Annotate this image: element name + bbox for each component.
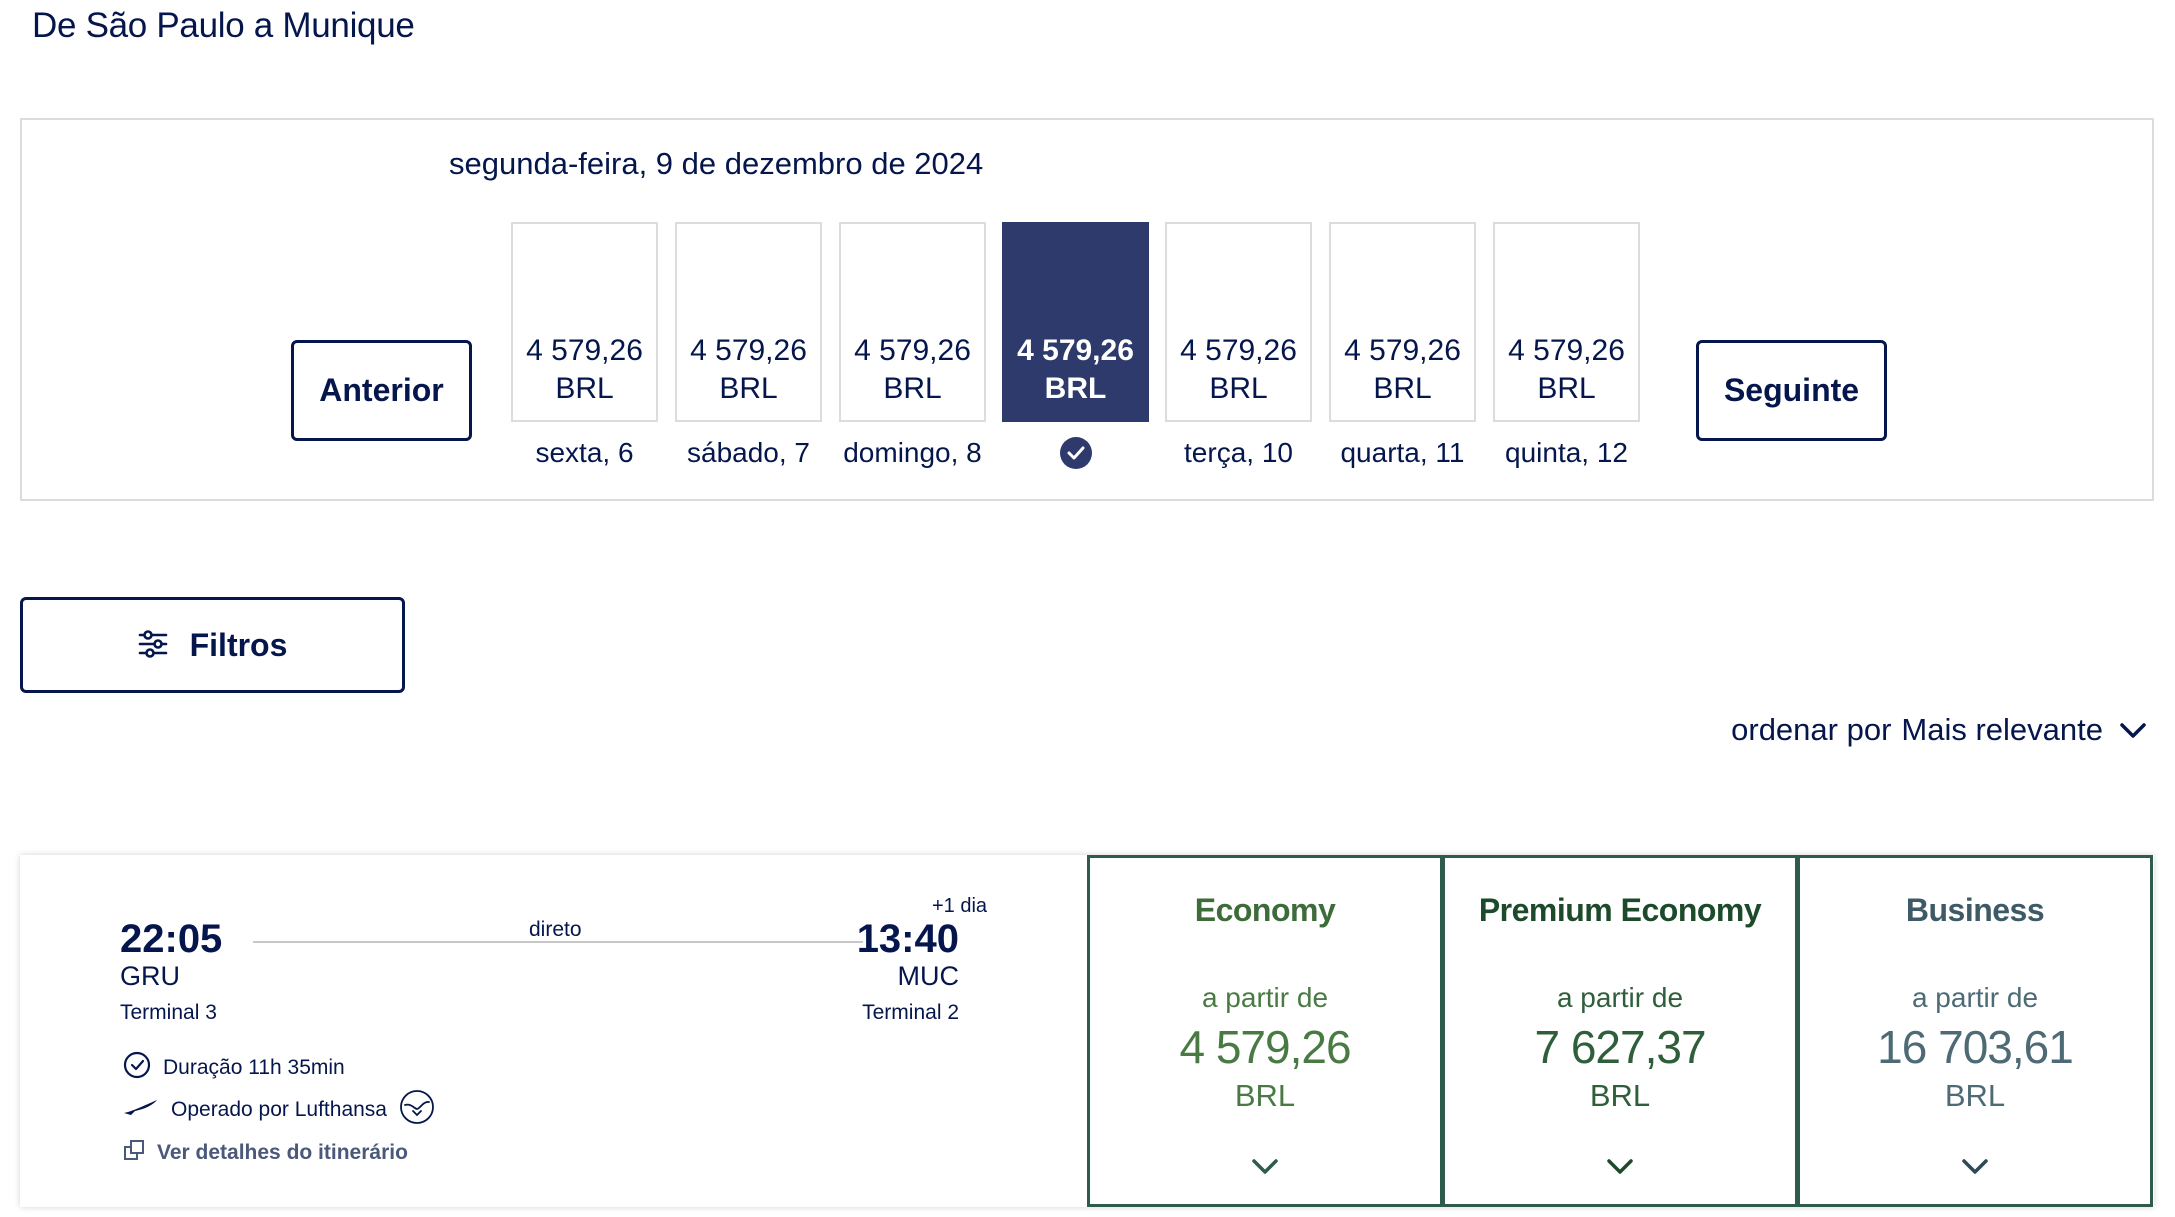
day-label: sexta, 6 [535, 437, 634, 468]
chevron-down-icon [1445, 1158, 1795, 1176]
fare-name: Premium Economy [1478, 892, 1762, 928]
day-price: 4 579,26 [1017, 334, 1134, 367]
departure-time: 22:05 [120, 917, 223, 961]
page-title: De São Paulo a Munique [32, 6, 415, 45]
day-option-thu-12[interactable]: 4 579,26 BRL quinta, 12 [1493, 222, 1640, 470]
day-option-sun-8[interactable]: 4 579,26 BRL domingo, 8 [839, 222, 986, 470]
fare-economy[interactable]: Economy a partir de 4 579,26 BRL [1087, 855, 1443, 1207]
day-price-box[interactable]: 4 579,26 BRL [1165, 222, 1312, 422]
day-currency: BRL [719, 372, 778, 405]
sort-dropdown[interactable]: ordenar por Mais relevante [1731, 712, 2147, 748]
arrival-time: 13:40 [856, 917, 959, 961]
day-price-box[interactable]: 4 579,26 BRL [511, 222, 658, 422]
airplane-icon [123, 1097, 159, 1123]
day-label: domingo, 8 [843, 437, 982, 468]
day-price: 4 579,26 [1508, 334, 1625, 367]
details-row[interactable]: Ver detalhes do itinerário [123, 1139, 408, 1167]
day-currency: BRL [1537, 372, 1596, 405]
duration-text: Duração 11h 35min [163, 1056, 345, 1079]
filters-label: Filtros [189, 626, 288, 663]
sort-prefix: ordenar por [1731, 712, 1892, 747]
day-currency: BRL [555, 372, 614, 405]
day-option-mon-9-selected[interactable]: 4 579,26 BRL [1002, 222, 1149, 470]
flight-result-card: 22:05 GRU Terminal 3 direto +1 dia 13:40… [20, 855, 2154, 1207]
fare-price: 7 627,37 [1534, 1021, 1706, 1073]
duration-row: Duração 11h 35min [123, 1051, 345, 1085]
fare-price: 16 703,61 [1877, 1021, 2074, 1073]
day-price-box[interactable]: 4 579,26 BRL [1002, 222, 1149, 422]
day-option-wed-11[interactable]: 4 579,26 BRL quarta, 11 [1329, 222, 1476, 470]
day-price: 4 579,26 [1344, 334, 1461, 367]
day-currency: BRL [1373, 372, 1432, 405]
day-label: sábado, 7 [687, 437, 810, 468]
check-circle-icon [1059, 437, 1092, 469]
external-link-icon [123, 1139, 145, 1167]
next-days-button[interactable]: Seguinte [1696, 340, 1887, 441]
fare-name: Economy [1194, 892, 1336, 928]
chevron-down-icon [1090, 1158, 1440, 1176]
day-price-box[interactable]: 4 579,26 BRL [1329, 222, 1476, 422]
route-line [253, 941, 863, 943]
day-option-tue-10[interactable]: 4 579,26 BRL terça, 10 [1165, 222, 1312, 470]
day-price-box[interactable]: 4 579,26 BRL [839, 222, 986, 422]
fare-from-label: a partir de [1556, 982, 1684, 1013]
sort-value: Mais relevante [1901, 712, 2103, 747]
fare-currency: BRL [1944, 1078, 2006, 1113]
fare-price: 4 579,26 [1179, 1021, 1351, 1073]
day-label: terça, 10 [1184, 437, 1293, 468]
day-currency: BRL [1044, 372, 1107, 405]
clock-icon [123, 1051, 151, 1085]
day-price-box[interactable]: 4 579,26 BRL [675, 222, 822, 422]
arrival-airport: MUC [897, 961, 960, 991]
chevron-down-icon [2119, 712, 2147, 748]
day-price-box[interactable]: 4 579,26 BRL [1493, 222, 1640, 422]
itinerary-details-link[interactable]: Ver detalhes do itinerário [157, 1141, 408, 1164]
day-price: 4 579,26 [526, 334, 643, 367]
day-price: 4 579,26 [1180, 334, 1297, 367]
chevron-down-icon [1800, 1158, 2150, 1176]
filters-button[interactable]: Filtros [20, 597, 405, 693]
day-price: 4 579,26 [854, 334, 971, 367]
route-stops-label: direto [529, 918, 582, 941]
departure-terminal: Terminal 3 [120, 1001, 217, 1024]
day-currency: BRL [1209, 372, 1268, 405]
sliders-icon [138, 629, 168, 661]
date-selector-panel: segunda-feira, 9 de dezembro de 2024 Ant… [20, 118, 2154, 501]
operator-text: Operado por Lufthansa [171, 1098, 387, 1121]
fare-business[interactable]: Business a partir de 16 703,61 BRL [1797, 855, 2153, 1207]
fare-from-label: a partir de [1911, 982, 2039, 1013]
departure-airport: GRU [120, 961, 180, 991]
arrival-terminal: Terminal 2 [862, 1001, 959, 1024]
operator-row: Operado por Lufthansa [123, 1089, 435, 1131]
fare-from-label: a partir de [1201, 982, 1329, 1013]
previous-days-button[interactable]: Anterior [291, 340, 472, 441]
day-option-sat-7[interactable]: 4 579,26 BRL sábado, 7 [675, 222, 822, 470]
arrival-day-offset: +1 dia [932, 895, 988, 917]
day-currency: BRL [883, 372, 942, 405]
day-label: quarta, 11 [1340, 437, 1465, 468]
day-label [1002, 436, 1149, 470]
fare-premium-economy[interactable]: Premium Economy a partir de 7 627,37 BRL [1442, 855, 1798, 1207]
day-price: 4 579,26 [690, 334, 807, 367]
day-option-fri-6[interactable]: 4 579,26 BRL sexta, 6 [511, 222, 658, 470]
lufthansa-logo-icon [399, 1089, 435, 1131]
selected-date-label: segunda-feira, 9 de dezembro de 2024 [449, 146, 984, 181]
fare-name: Business [1905, 892, 2045, 928]
fare-currency: BRL [1234, 1078, 1296, 1113]
fare-currency: BRL [1589, 1078, 1651, 1113]
day-label: quinta, 12 [1505, 437, 1628, 468]
